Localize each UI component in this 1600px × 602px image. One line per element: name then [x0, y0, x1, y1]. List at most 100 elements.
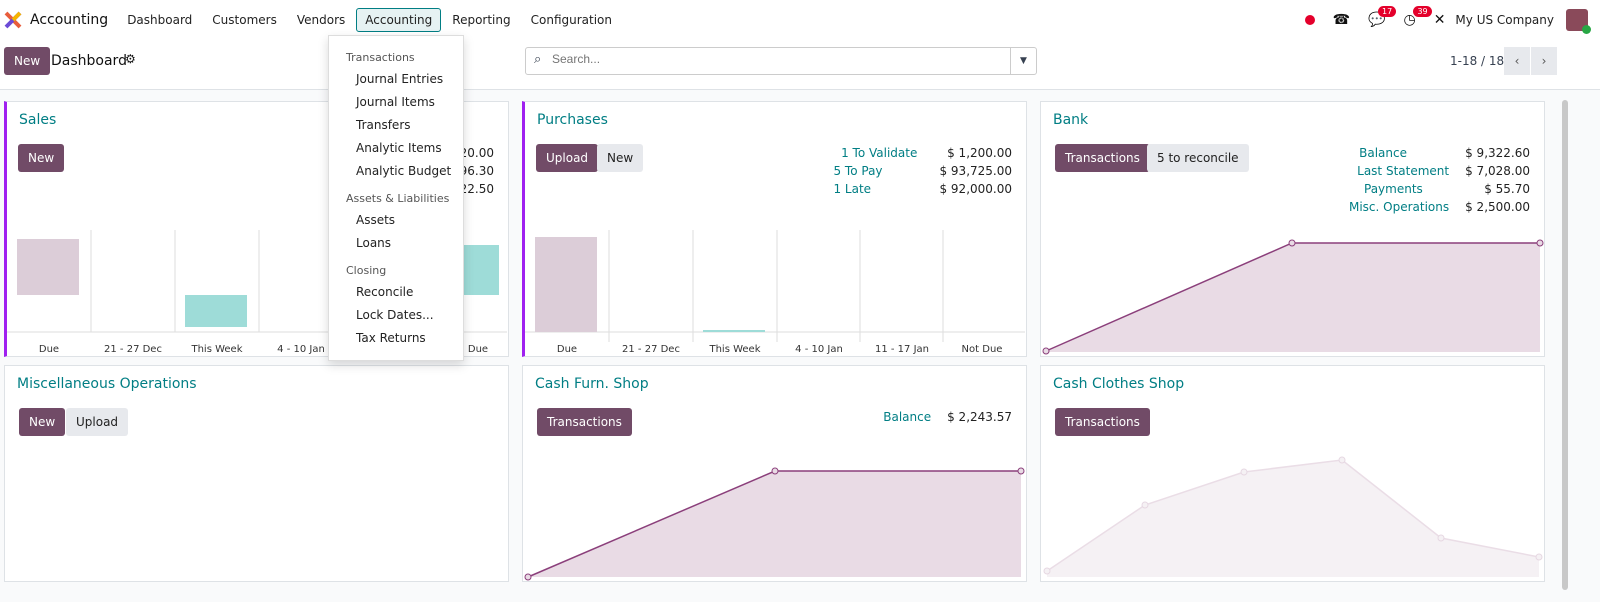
search-options-toggle[interactable]: ▼: [1010, 48, 1036, 74]
card-title[interactable]: Miscellaneous Operations: [17, 376, 197, 392]
bar-this-week: [185, 295, 247, 327]
card-title[interactable]: Sales: [19, 112, 57, 128]
upload-button[interactable]: Upload: [536, 144, 599, 172]
menu-item-transfers[interactable]: Transfers: [356, 118, 411, 132]
x-label: Due: [557, 344, 577, 355]
reconcile-button[interactable]: 5 to reconcile: [1147, 144, 1249, 172]
menu-vendors[interactable]: Vendors: [296, 13, 346, 27]
control-panel: New Dashboard ⚙ ⌕ ▼ 1-18 / 18 ‹ ›: [0, 40, 1600, 90]
menu-section-header: Transactions: [346, 51, 415, 64]
stat-value: 22.50: [459, 182, 494, 196]
bank-line-chart[interactable]: [1041, 102, 1546, 358]
menu-item-assets[interactable]: Assets: [356, 213, 396, 227]
cash-clothes-shop-card: Cash Clothes Shop Transactions: [1040, 365, 1545, 582]
sales-stats: 20.00 96.30 22.50: [434, 144, 494, 198]
point: [524, 573, 532, 581]
menu-item-tax-returns[interactable]: Tax Returns: [356, 331, 426, 345]
menu-item-journal-items[interactable]: Journal Items: [356, 95, 435, 109]
stat-value: $ 55.70: [1484, 182, 1530, 196]
point: [1338, 456, 1346, 464]
phone-icon[interactable]: ☎: [1332, 12, 1351, 28]
stat-link[interactable]: 1 To Validate: [841, 146, 918, 160]
transactions-button[interactable]: Transactions: [1055, 408, 1150, 436]
stat-link[interactable]: Misc. Operations: [1348, 200, 1450, 214]
purchases-stats: 1 To Validate $ 1,200.00 5 To Pay $ 93,725…: [833, 144, 1012, 198]
menu-item-lock-dates[interactable]: Lock Dates...: [356, 308, 434, 322]
stat-link[interactable]: Payments: [1364, 182, 1423, 196]
x-label: 21 - 27 Dec: [622, 344, 680, 355]
misc-operations-card: Miscellaneous Operations New Upload: [4, 365, 509, 582]
stat-link[interactable]: 5 To Pay: [833, 164, 883, 178]
x-label: Not Due: [962, 344, 1003, 355]
menu-item-reconcile[interactable]: Reconcile: [356, 285, 414, 299]
online-status-icon: [1582, 25, 1591, 34]
purchases-bar-chart[interactable]: Due 21 - 27 Dec This Week 4 - 10 Jan 11 …: [525, 102, 1025, 358]
cash-furn-line-chart[interactable]: [523, 366, 1028, 583]
gear-icon[interactable]: ⚙: [125, 52, 136, 66]
pager-next-button[interactable]: ›: [1531, 47, 1557, 75]
search-input[interactable]: [552, 52, 992, 66]
menu-dashboard[interactable]: Dashboard: [127, 13, 193, 27]
menu-item-loans[interactable]: Loans: [356, 236, 392, 250]
transactions-button[interactable]: Transactions: [537, 408, 632, 436]
stat-value: $ 9,322.60: [1465, 146, 1530, 160]
x-label: Due: [468, 344, 488, 355]
pager-value[interactable]: 1-18 / 18: [1450, 54, 1505, 68]
stat-value: 20.00: [459, 146, 494, 160]
card-title[interactable]: Purchases: [537, 112, 608, 128]
cash-furn-stats: Balance $ 2,243.57: [841, 408, 1012, 426]
menu-reporting[interactable]: Reporting: [452, 13, 511, 27]
x-label: This Week: [190, 344, 242, 355]
debug-tools-icon[interactable]: ✕: [1433, 12, 1446, 28]
point: [1536, 239, 1544, 247]
pager-previous-button[interactable]: ‹: [1504, 47, 1530, 75]
page-title: Dashboard: [51, 53, 127, 69]
point: [1017, 467, 1025, 475]
activities-clock-icon[interactable]: ◷ 39: [1403, 6, 1432, 28]
cash-clothes-sample-chart[interactable]: [1041, 366, 1546, 583]
stat-link[interactable]: Balance: [883, 410, 932, 424]
scrollbar[interactable]: [1562, 100, 1568, 590]
x-label: 21 - 27 Dec: [104, 344, 162, 355]
area: [1046, 243, 1540, 352]
stat-value: $ 93,725.00: [939, 164, 1012, 178]
stat-value: $ 2,500.00: [1465, 200, 1530, 214]
recording-dot-icon[interactable]: [1304, 15, 1315, 25]
menu-item-journal-entries[interactable]: Journal Entries: [356, 72, 444, 86]
app-name[interactable]: Accounting: [30, 12, 109, 28]
card-title[interactable]: Cash Furn. Shop: [535, 376, 649, 392]
top-navbar: Accounting Dashboard Customers Vendors A…: [0, 0, 1600, 40]
menu-accounting[interactable]: Accounting: [356, 8, 442, 32]
point: [1043, 567, 1051, 575]
bar-due: [535, 237, 597, 332]
x-label: This Week: [708, 344, 760, 355]
messages-icon[interactable]: 💬 17: [1368, 6, 1397, 28]
stat-link[interactable]: Last Statement: [1357, 164, 1450, 178]
company-switcher[interactable]: My US Company: [1455, 13, 1554, 27]
user-avatar[interactable]: [1566, 9, 1591, 34]
menu-configuration[interactable]: Configuration: [530, 13, 613, 27]
search-icon: ⌕: [534, 52, 542, 67]
stat-link[interactable]: 1 Late: [833, 182, 872, 196]
misc-new-button[interactable]: New: [19, 408, 66, 436]
menu-item-analytic-items[interactable]: Analytic Items: [356, 141, 442, 155]
menu-customers[interactable]: Customers: [212, 13, 277, 27]
bank-stats: Balance $ 9,322.60 Last Statement $ 7,028.…: [1349, 144, 1530, 216]
point: [1437, 534, 1445, 542]
activities-badge: 39: [1413, 6, 1432, 17]
card-title[interactable]: Bank: [1053, 112, 1089, 128]
sales-new-button[interactable]: New: [18, 144, 65, 172]
transactions-button[interactable]: Transactions: [1055, 144, 1150, 172]
bar-this-week: [703, 330, 765, 332]
point: [771, 467, 779, 475]
misc-upload-button[interactable]: Upload: [66, 408, 129, 436]
accounting-logo-icon[interactable]: [4, 11, 22, 29]
stat-value: $ 2,243.57: [947, 410, 1012, 424]
point: [1141, 501, 1149, 509]
card-title[interactable]: Cash Clothes Shop: [1053, 376, 1185, 392]
stat-link[interactable]: Balance: [1359, 146, 1407, 160]
purchases-new-button[interactable]: New: [597, 144, 644, 172]
search-bar[interactable]: ⌕ ▼: [525, 47, 1037, 75]
menu-item-analytic-budget[interactable]: Analytic Budget: [356, 164, 452, 178]
new-button[interactable]: New: [4, 47, 51, 75]
